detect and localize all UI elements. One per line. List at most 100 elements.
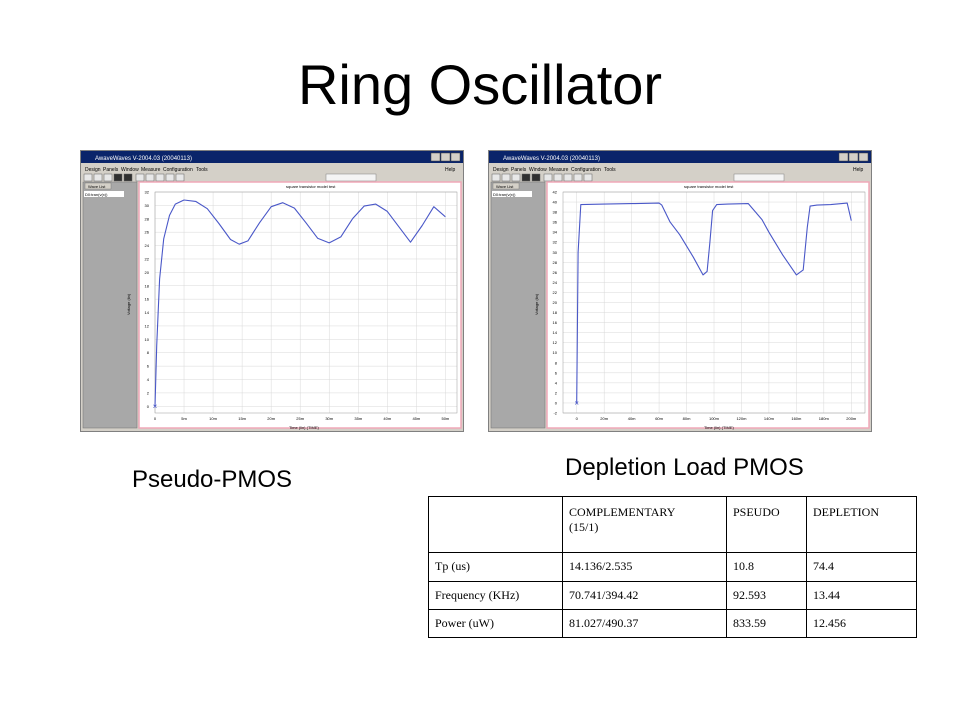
table-header-row: COMPLEMENTARY (15/1) PSEUDO DEPLETION	[428, 495, 917, 554]
menu-bar: Design Panels Window Measure Configurati…	[85, 167, 456, 173]
toolbar-open-icon[interactable]	[83, 173, 93, 182]
plot-title: square transistor model test	[286, 184, 336, 189]
toolbar-cursor-icon[interactable]	[543, 173, 553, 182]
wave-list-label: Wave List	[88, 184, 106, 189]
waveform-trace	[576, 202, 852, 404]
close-button[interactable]	[450, 152, 461, 162]
wave-list-item[interactable]	[84, 191, 124, 197]
menu-panels[interactable]: Panels	[511, 167, 527, 173]
toolbar-marker-icon[interactable]	[583, 173, 593, 182]
toolbar-save-icon[interactable]	[103, 173, 113, 182]
titlebar: AwaveWaves V-2004.03 (20040113)	[489, 151, 871, 163]
waveform-window-left: AwaveWaves V-2004.03 (20040113) Design P…	[81, 151, 463, 430]
wave-list-tab[interactable]	[84, 182, 112, 190]
cell-pseudo: 92.593	[726, 580, 807, 610]
cell-complementary: 70.741/394.42	[562, 580, 727, 610]
y-tick-label: 36	[553, 220, 558, 225]
menu-panels[interactable]: Panels	[103, 167, 119, 173]
y-tick-label: 42	[553, 190, 558, 195]
toolbar-fit-icon[interactable]	[123, 173, 133, 182]
x-tick-label: 20m	[267, 416, 275, 421]
menu-measure[interactable]: Measure	[141, 167, 161, 173]
y-tick-label: 26	[553, 270, 558, 275]
toolbar-print-icon[interactable]	[501, 173, 511, 182]
toolbar-zoom-icon[interactable]	[113, 173, 123, 182]
header-cell-pseudo: PSEUDO	[726, 495, 807, 554]
row-label: Frequency (KHz)	[428, 580, 563, 610]
x-tick-label: 140m	[764, 416, 775, 421]
menu-tools[interactable]: Tools	[196, 167, 208, 173]
maximize-button[interactable]	[848, 152, 859, 162]
menu-design[interactable]: Design	[85, 167, 101, 173]
y-tick-label: 12	[553, 340, 558, 345]
menu-configuration[interactable]: Configuration	[163, 167, 193, 173]
toolbar-edit-icon[interactable]	[165, 173, 175, 182]
x-tick-label: 25m	[296, 416, 304, 421]
cell-complementary: 81.027/490.37	[562, 608, 727, 639]
minimize-button[interactable]	[838, 152, 849, 162]
cell-complementary: 14.136/2.535	[562, 552, 727, 582]
menu-design[interactable]: Design	[493, 167, 509, 173]
x-tick-label: 0	[576, 416, 579, 421]
x-tick-label: 200m	[846, 416, 857, 421]
menu-help[interactable]: Help	[445, 167, 456, 173]
toolbar-marker-icon[interactable]	[175, 173, 185, 182]
menu-help[interactable]: Help	[853, 167, 864, 173]
plot-title: square transistor model test	[684, 184, 734, 189]
start-marker	[153, 404, 157, 409]
toolbar-ruler-icon[interactable]	[155, 173, 165, 182]
wave-list-tab[interactable]	[492, 182, 520, 190]
toolbar	[491, 173, 785, 182]
menu-bar: Design Panels Window Measure Configurati…	[493, 167, 864, 173]
plot-frame	[562, 191, 866, 414]
x-tick-label: 35m	[354, 416, 362, 421]
caption-pseudo-pmos: Pseudo-PMOS	[132, 466, 293, 493]
toolbar-measure-icon[interactable]	[145, 173, 155, 182]
menu-window[interactable]: Window	[121, 167, 139, 173]
maximize-button[interactable]	[440, 152, 451, 162]
toolbar-nav-field[interactable]	[325, 173, 377, 182]
toolbar-print-icon[interactable]	[93, 173, 103, 182]
wave-list-item[interactable]	[492, 191, 532, 197]
toolbar-save-icon[interactable]	[511, 173, 521, 182]
toolbar-cursor-icon[interactable]	[135, 173, 145, 182]
x-tick-label: 0	[154, 416, 157, 421]
close-button[interactable]	[858, 152, 869, 162]
toolbar-fit-icon[interactable]	[531, 173, 541, 182]
window-title: AwaveWaves V-2004.03 (20040113)	[503, 156, 600, 162]
menu-measure[interactable]: Measure	[549, 167, 569, 173]
waveform-viewer-depletion-pmos[interactable]: AwaveWaves V-2004.03 (20040113) Design P…	[488, 150, 872, 432]
wave-list-panel: Wave List D0:tran(v(x))	[490, 181, 546, 429]
caption-depletion-load-pmos: Depletion Load PMOS	[565, 454, 804, 481]
toolbar-ruler-icon[interactable]	[563, 173, 573, 182]
y-tick-label: 0	[555, 400, 558, 405]
toolbar-zoom-icon[interactable]	[521, 173, 531, 182]
y-tick-label: 18	[553, 310, 558, 315]
toolbar-edit-icon[interactable]	[573, 173, 583, 182]
minimize-button[interactable]	[430, 152, 441, 162]
cell-depletion: 13.44	[806, 580, 917, 610]
window-title: AwaveWaves V-2004.03 (20040113)	[95, 156, 192, 162]
row-label: Power (uW)	[428, 608, 563, 639]
chart-left-marks: 0 5m 10m 15m 20m 25m 30m 35m 40m 45m 50m0246810121…	[145, 190, 458, 421]
x-tick-label: 40m	[383, 416, 391, 421]
header-cell-empty	[428, 495, 563, 554]
table-row: Power (uW) 81.027/490.37 833.59 12.456	[428, 608, 917, 639]
y-tick-label: 18	[145, 283, 150, 288]
menu-window[interactable]: Window	[529, 167, 547, 173]
plot-area[interactable]: square transistor model test Voltage (li…	[534, 181, 870, 430]
toolbar-nav-field[interactable]	[733, 173, 785, 182]
y-tick-label: 10	[553, 350, 558, 355]
menu-tools[interactable]: Tools	[604, 167, 616, 173]
waveform-viewer-pseudo-pmos[interactable]: AwaveWaves V-2004.03 (20040113) Design P…	[80, 150, 464, 432]
start-marker	[574, 401, 579, 405]
toolbar-measure-icon[interactable]	[553, 173, 563, 182]
plot-area[interactable]: square transistor model test Voltage (li…	[126, 181, 462, 430]
menu-configuration[interactable]: Configuration	[571, 167, 601, 173]
chart-right-marks: 0 20m 40m 60m 80m 100m 120m 140m 160m 180m 200m -2 0…	[553, 190, 866, 421]
y-tick-label: 4	[147, 377, 150, 382]
wave-item-label: D0:tran(v(x))	[493, 192, 516, 197]
y-tick-label: 32	[553, 240, 558, 245]
x-tick-label: 20m	[600, 416, 608, 421]
toolbar-open-icon[interactable]	[491, 173, 501, 182]
